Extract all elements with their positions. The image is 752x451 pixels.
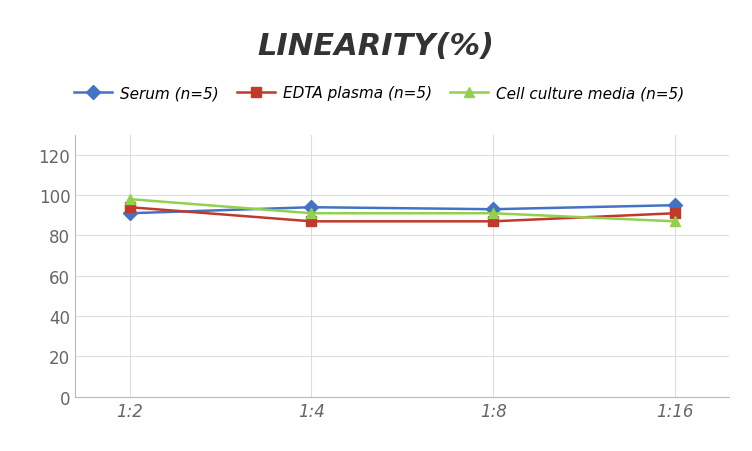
Serum (n=5) xyxy=(489,207,498,212)
Line: Cell culture media (n=5): Cell culture media (n=5) xyxy=(125,195,680,227)
Text: LINEARITY(%): LINEARITY(%) xyxy=(257,32,495,60)
Cell culture media (n=5) xyxy=(489,211,498,216)
EDTA plasma (n=5) xyxy=(307,219,316,225)
EDTA plasma (n=5) xyxy=(489,219,498,225)
Serum (n=5) xyxy=(307,205,316,211)
Line: EDTA plasma (n=5): EDTA plasma (n=5) xyxy=(125,203,680,227)
Cell culture media (n=5) xyxy=(125,197,134,202)
EDTA plasma (n=5) xyxy=(125,205,134,211)
Cell culture media (n=5) xyxy=(307,211,316,216)
Line: Serum (n=5): Serum (n=5) xyxy=(125,201,680,219)
Cell culture media (n=5) xyxy=(671,219,680,225)
Legend: Serum (n=5), EDTA plasma (n=5), Cell culture media (n=5): Serum (n=5), EDTA plasma (n=5), Cell cul… xyxy=(68,80,690,107)
EDTA plasma (n=5) xyxy=(671,211,680,216)
Serum (n=5) xyxy=(125,211,134,216)
Serum (n=5) xyxy=(671,203,680,208)
